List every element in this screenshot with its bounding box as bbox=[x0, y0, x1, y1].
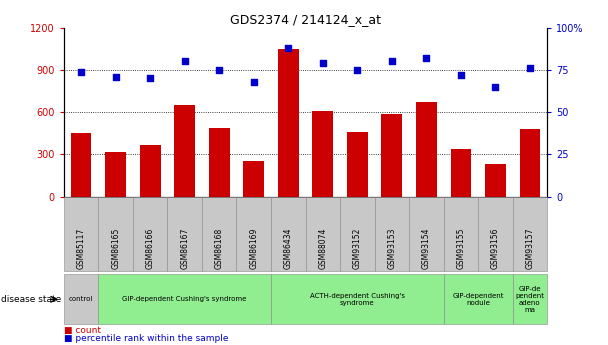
Text: GSM86168: GSM86168 bbox=[215, 228, 224, 269]
Bar bbox=[71, 133, 91, 197]
Text: disease state: disease state bbox=[1, 295, 61, 304]
Text: control: control bbox=[69, 296, 93, 302]
Title: GDS2374 / 214124_x_at: GDS2374 / 214124_x_at bbox=[230, 13, 381, 27]
Bar bbox=[381, 114, 402, 197]
Bar bbox=[174, 105, 195, 197]
Text: GSM93153: GSM93153 bbox=[387, 228, 396, 269]
Text: GSM86434: GSM86434 bbox=[284, 228, 293, 269]
Text: ■ count: ■ count bbox=[64, 326, 101, 335]
Bar bbox=[520, 129, 541, 197]
Text: ■ percentile rank within the sample: ■ percentile rank within the sample bbox=[64, 334, 229, 343]
Point bbox=[525, 66, 535, 71]
Text: GSM86165: GSM86165 bbox=[111, 228, 120, 269]
Bar bbox=[313, 111, 333, 197]
Text: GSM86166: GSM86166 bbox=[146, 228, 154, 269]
Text: GSM85117: GSM85117 bbox=[77, 228, 86, 269]
Point bbox=[215, 67, 224, 72]
Bar bbox=[278, 49, 299, 197]
Bar bbox=[243, 161, 264, 197]
Text: GSM93157: GSM93157 bbox=[525, 228, 534, 269]
Text: GIP-dependent Cushing's syndrome: GIP-dependent Cushing's syndrome bbox=[122, 296, 247, 302]
Text: ACTH-dependent Cushing's
syndrome: ACTH-dependent Cushing's syndrome bbox=[310, 293, 405, 306]
Point bbox=[111, 74, 120, 79]
Bar bbox=[347, 132, 368, 197]
Text: GIP-de
pendent
adeno
ma: GIP-de pendent adeno ma bbox=[516, 286, 544, 313]
Point bbox=[249, 79, 258, 85]
Bar bbox=[451, 149, 471, 197]
Bar bbox=[140, 145, 161, 197]
Text: GSM93156: GSM93156 bbox=[491, 228, 500, 269]
Point bbox=[318, 60, 328, 66]
Text: GSM88074: GSM88074 bbox=[318, 228, 327, 269]
Text: GSM86167: GSM86167 bbox=[180, 228, 189, 269]
Point bbox=[456, 72, 466, 78]
Bar bbox=[105, 151, 126, 197]
Bar bbox=[209, 128, 230, 197]
Point bbox=[145, 76, 155, 81]
Point bbox=[387, 59, 396, 64]
Text: GSM93155: GSM93155 bbox=[457, 228, 465, 269]
Text: GIP-dependent
nodule: GIP-dependent nodule bbox=[452, 293, 504, 306]
Bar bbox=[416, 102, 437, 197]
Point bbox=[283, 45, 293, 51]
Point bbox=[491, 84, 500, 89]
Text: GSM86169: GSM86169 bbox=[249, 228, 258, 269]
Text: GSM93154: GSM93154 bbox=[422, 228, 431, 269]
Point bbox=[353, 67, 362, 72]
Bar bbox=[485, 164, 506, 197]
Text: GSM93152: GSM93152 bbox=[353, 228, 362, 269]
Point bbox=[421, 55, 431, 61]
Point bbox=[180, 59, 190, 64]
Point bbox=[76, 69, 86, 74]
